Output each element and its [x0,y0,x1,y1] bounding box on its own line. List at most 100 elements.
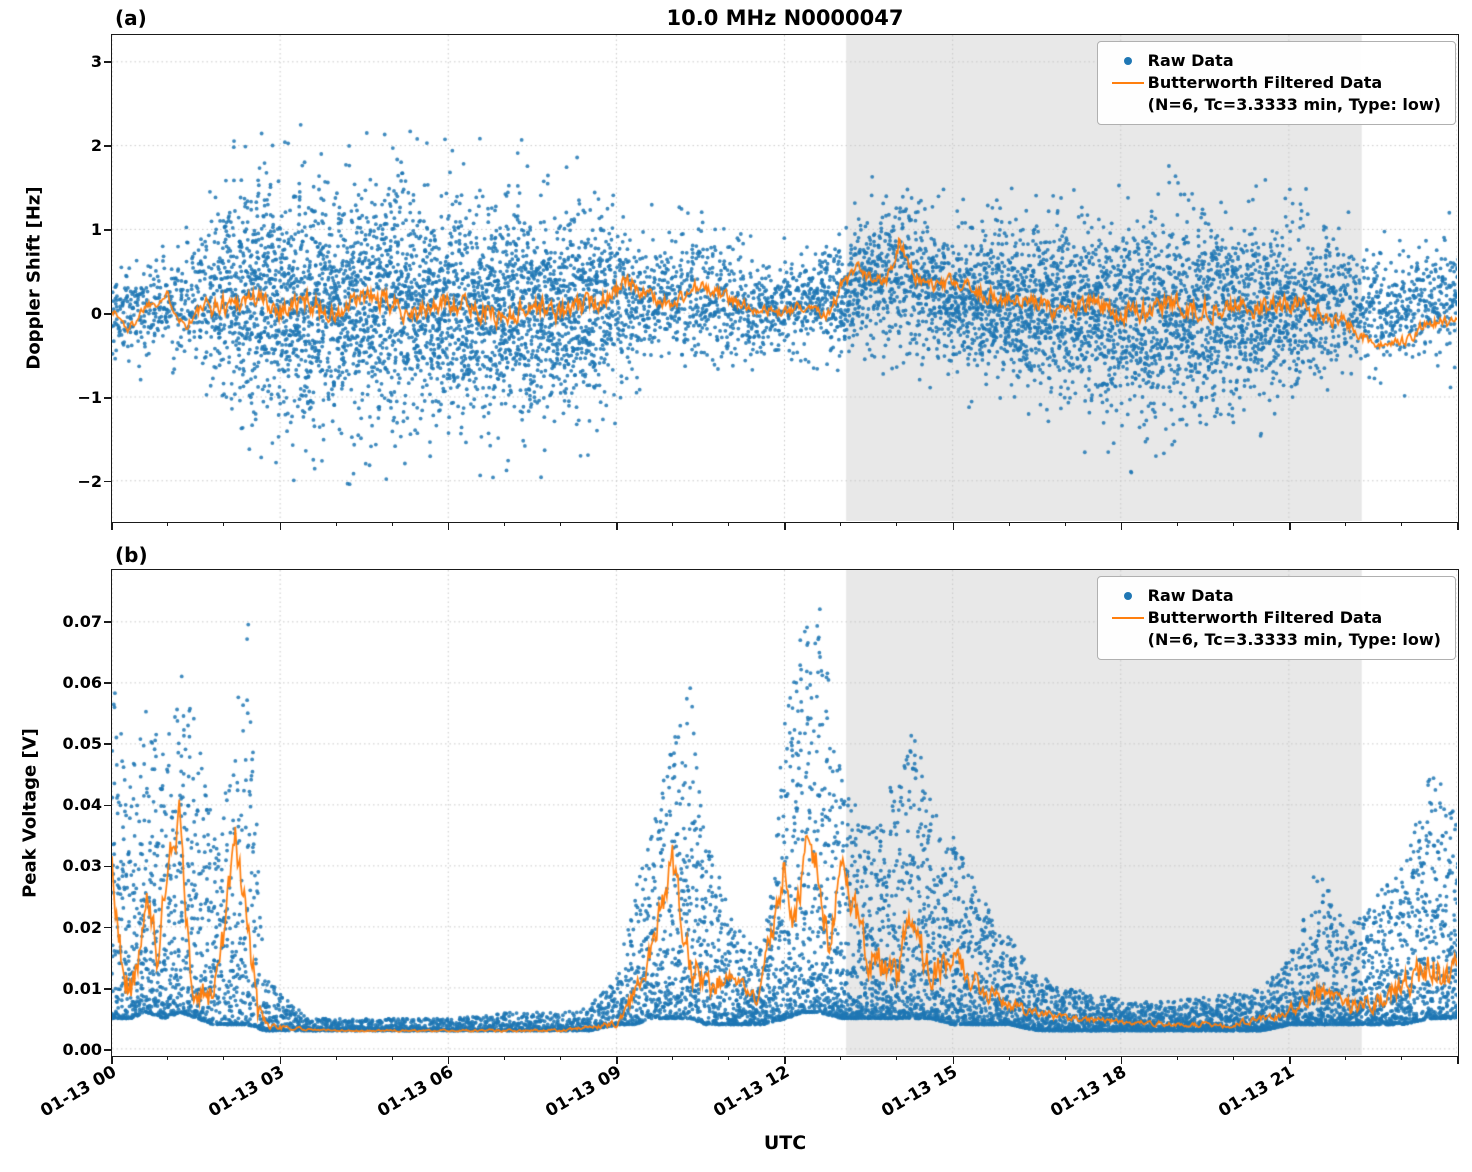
y-tick [104,312,112,315]
y-tick [104,865,112,868]
x-minor-tick [335,1056,337,1060]
y-tick-label: 0.07 [62,611,102,631]
x-minor-tick [728,1056,730,1060]
legend-filtered-label: Butterworth Filtered Data [1147,608,1383,627]
x-tick [784,522,786,530]
x-minor-tick [728,522,730,526]
y-tick-label: 0.02 [62,917,102,937]
x-minor-tick [1008,1056,1010,1060]
y-tick [104,396,112,399]
y-tick [104,61,112,63]
panel-a-legend: Raw Data Butterworth Filtered Data (N=6,… [1096,41,1456,125]
x-tick [111,522,113,530]
x-minor-tick [335,522,337,526]
x-minor-tick [223,1056,225,1060]
y-tick-label: 0.06 [62,673,102,693]
y-tick-label: 0 [90,303,102,323]
y-tick [104,743,112,746]
raw-data-marker-icon [1108,585,1148,607]
x-tick [1289,1056,1291,1064]
x-minor-tick [672,1056,674,1060]
y-tick-label: 1 [90,219,102,239]
y-tick-label: 0.00 [62,1039,102,1059]
x-minor-tick [167,522,169,526]
x-tick [1289,522,1291,530]
raw-data-marker-icon [1108,50,1148,72]
legend-raw-label: Raw Data [1147,51,1234,70]
legend-raw-row: Raw Data [1108,585,1441,607]
x-tick [279,1056,282,1064]
x-minor-tick [1176,522,1178,526]
x-minor-tick [1008,522,1010,526]
x-tick [616,522,618,530]
y-tick [104,1049,112,1051]
legend-filtered-label: Butterworth Filtered Data [1147,73,1383,92]
x-minor-tick [167,1056,169,1060]
panel-a-ylabel: Doppler Shift [Hz] [23,186,45,370]
y-tick-label: 3 [90,51,102,71]
y-tick-label: 0.05 [62,734,102,754]
x-minor-tick [1176,1056,1178,1060]
y-tick [104,480,112,483]
y-tick [104,229,112,231]
panel-b-label: (b) [115,543,148,567]
x-tick-label: 01-13 00 [37,1062,120,1122]
x-tick [1120,522,1123,530]
legend-filtered-row: Butterworth Filtered Data [1108,72,1441,94]
legend-raw-row: Raw Data [1108,50,1441,72]
x-minor-tick [391,522,393,526]
y-tick [104,621,112,623]
y-tick [104,682,112,684]
x-tick [952,1056,955,1064]
x-minor-tick [840,1056,842,1060]
y-tick-label: 0.03 [62,856,102,876]
x-minor-tick [1232,522,1234,526]
y-tick-label: 0.04 [62,795,102,815]
x-minor-tick [1401,1056,1403,1060]
x-tick [616,1056,618,1064]
x-minor-tick [1401,522,1403,526]
y-tick-label: −1 [77,387,102,407]
legend-filtered-subrow: (N=6, Tc=3.3333 min, Type: low) [1108,629,1441,651]
x-axis-label: UTC [763,1132,807,1154]
x-tick [111,1056,113,1064]
y-tick [104,804,112,807]
x-minor-tick [1064,1056,1066,1060]
figure-title: 10.0 MHz N0000047 [666,6,904,30]
y-tick-label: 0.01 [62,978,102,998]
x-minor-tick [559,1056,561,1060]
filtered-line-marker-icon [1108,72,1148,94]
x-minor-tick [223,522,225,526]
x-tick [952,522,955,530]
x-minor-tick [672,522,674,526]
legend-filtered-sublabel: (N=6, Tc=3.3333 min, Type: low) [1147,630,1441,649]
x-minor-tick [840,522,842,526]
x-minor-tick [896,522,898,526]
x-tick [1457,1056,1459,1064]
legend-filtered-row: Butterworth Filtered Data [1108,607,1441,629]
x-minor-tick [559,522,561,526]
x-minor-tick [896,1056,898,1060]
filtered-line-marker-icon [1108,607,1148,629]
y-tick-label: −2 [77,471,102,491]
panel-a-label: (a) [115,6,147,30]
x-minor-tick [1232,1056,1234,1060]
x-minor-tick [1345,1056,1347,1060]
legend-filtered-subrow: (N=6, Tc=3.3333 min, Type: low) [1108,94,1441,116]
x-tick [784,1056,786,1064]
x-tick [1120,1056,1123,1064]
y-tick-label: 2 [90,135,102,155]
y-tick [104,145,112,147]
x-tick [447,522,450,530]
x-minor-tick [503,1056,505,1060]
y-tick [104,987,112,990]
x-minor-tick [1064,522,1066,526]
legend-filtered-sublabel: (N=6, Tc=3.3333 min, Type: low) [1147,95,1441,114]
x-tick [279,522,282,530]
x-minor-tick [391,1056,393,1060]
legend-raw-label: Raw Data [1147,586,1234,605]
panel-b-ylabel: Peak Voltage [V] [19,728,41,898]
y-tick [104,926,112,929]
x-minor-tick [503,522,505,526]
